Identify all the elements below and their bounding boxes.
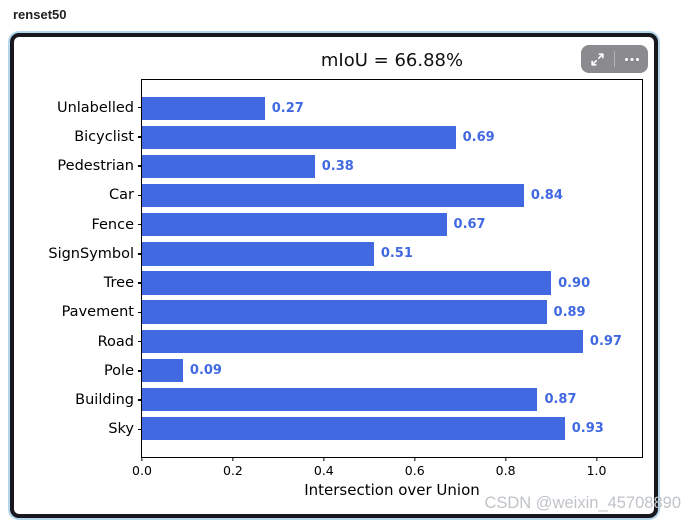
bar-value-label: 0.84 <box>530 188 563 204</box>
expand-button[interactable] <box>581 45 614 73</box>
bar-value-label: 0.51 <box>380 246 413 262</box>
bar <box>142 213 447 237</box>
y-tick-label: Bicyclist <box>74 128 134 145</box>
y-axis-labels: Unlabelled Bicyclist Pedestrian Car Fence Sig… <box>20 93 142 444</box>
more-options-icon <box>624 57 640 62</box>
y-tick-mark <box>138 106 142 109</box>
bar <box>142 358 183 382</box>
x-tick-mark <box>504 457 507 461</box>
bar-value-label: 0.87 <box>544 391 577 407</box>
bar-row: 0.51 <box>142 239 642 268</box>
x-tick-label: 0.6 <box>404 463 425 478</box>
chart-title: mIoU = 66.88% <box>320 50 464 71</box>
y-tick-label: Road <box>97 333 134 350</box>
page-title: renset50 <box>13 7 67 22</box>
y-tick-label: Pedestrian <box>57 158 134 175</box>
y-tick-label: Unlabelled <box>56 99 134 116</box>
bar-row: 0.97 <box>142 327 642 356</box>
x-tick-label: 0.2 <box>222 463 243 478</box>
y-tick-row: Car <box>20 181 142 210</box>
x-tick-label: 1.0 <box>586 463 607 478</box>
y-tick-label: Fence <box>91 216 134 233</box>
y-tick-label: Pole <box>103 362 134 379</box>
y-tick-mark <box>138 253 142 255</box>
y-tick-mark <box>138 282 142 284</box>
bar-value-label: 0.27 <box>271 101 304 117</box>
y-tick-mark <box>138 428 142 431</box>
bar <box>142 184 524 208</box>
y-tick-row: Building <box>20 386 142 415</box>
y-tick-row: Bicyclist <box>20 122 142 151</box>
x-axis-label: Intersection over Union <box>304 481 480 499</box>
x-tick-mark <box>141 457 143 461</box>
bar-row: 0.93 <box>142 414 642 443</box>
bar-value-label: 0.90 <box>558 275 591 291</box>
y-tick-row: Tree <box>20 269 142 298</box>
bar <box>142 416 565 441</box>
bar-value-label: 0.67 <box>453 217 486 233</box>
y-tick-mark <box>138 370 142 372</box>
bar-value-label: 0.38 <box>321 159 354 175</box>
x-tick-mark <box>232 457 234 461</box>
y-tick-mark <box>138 311 142 314</box>
x-tick-mark <box>595 457 598 461</box>
bar <box>142 300 547 324</box>
y-tick-row: Unlabelled <box>20 93 142 122</box>
bar-row: 0.84 <box>142 181 642 210</box>
bar-row: 0.90 <box>142 268 642 297</box>
bar <box>142 242 374 266</box>
bar <box>142 125 456 150</box>
y-tick-row: Sky <box>20 415 142 444</box>
bar <box>142 271 552 295</box>
bar-value-label: 0.69 <box>462 130 495 146</box>
bar <box>142 329 583 353</box>
watermark: CSDN @weixin_45708890 <box>484 494 681 512</box>
output-toolbar <box>581 45 648 73</box>
y-tick-row: Pedestrian <box>20 152 142 181</box>
toolbar-divider <box>614 51 615 67</box>
bar-row: 0.69 <box>142 123 642 152</box>
y-tick-mark <box>138 194 142 197</box>
bar-row: 0.87 <box>142 385 642 414</box>
y-tick-label: Tree <box>103 275 134 292</box>
y-tick-row: Pole <box>20 356 142 385</box>
plot-area: Unlabelled Bicyclist Pedestrian Car Fence Sig… <box>48 79 643 499</box>
bars-area: 0.27 0.69 0.38 0.84 0.67 0.51 0.90 0.89 0.97 0.09… <box>142 94 642 443</box>
y-tick-mark <box>138 136 142 138</box>
y-tick-row: Pavement <box>20 298 142 327</box>
more-options-button[interactable] <box>615 45 648 73</box>
bar-value-label: 0.93 <box>571 420 604 436</box>
bar-value-label: 0.97 <box>589 333 622 349</box>
bar-value-label: 0.09 <box>189 362 222 378</box>
y-tick-row: Road <box>20 327 142 356</box>
y-tick-row: Fence <box>20 210 142 239</box>
x-tick-label: 0.8 <box>495 463 516 478</box>
y-tick-label: Pavement <box>61 304 134 321</box>
bar <box>142 387 538 411</box>
bar-row: 0.67 <box>142 210 642 239</box>
bar-row: 0.27 <box>142 94 642 123</box>
expand-icon <box>590 52 605 67</box>
y-tick-mark <box>138 223 142 226</box>
y-tick-mark <box>138 340 142 343</box>
y-tick-label: Building <box>75 392 134 409</box>
x-tick-mark <box>323 457 325 461</box>
y-tick-label: Sky <box>108 421 134 438</box>
bar <box>142 96 265 121</box>
y-tick-label: Car <box>109 187 134 204</box>
y-tick-mark <box>138 165 142 167</box>
x-tick-label: 0.4 <box>313 463 334 478</box>
bar <box>142 155 315 179</box>
x-tick-label: 0.0 <box>132 463 152 478</box>
bar-row: 0.38 <box>142 152 642 181</box>
x-tick-mark <box>414 457 416 461</box>
y-tick-mark <box>138 399 142 401</box>
bar-row: 0.09 <box>142 356 642 385</box>
chart-output-card: mIoU = 66.88% <box>10 33 658 518</box>
bar-value-label: 0.89 <box>553 304 586 320</box>
y-tick-label: SignSymbol <box>48 245 134 262</box>
y-tick-row: SignSymbol <box>20 239 142 268</box>
bar-row: 0.89 <box>142 298 642 327</box>
